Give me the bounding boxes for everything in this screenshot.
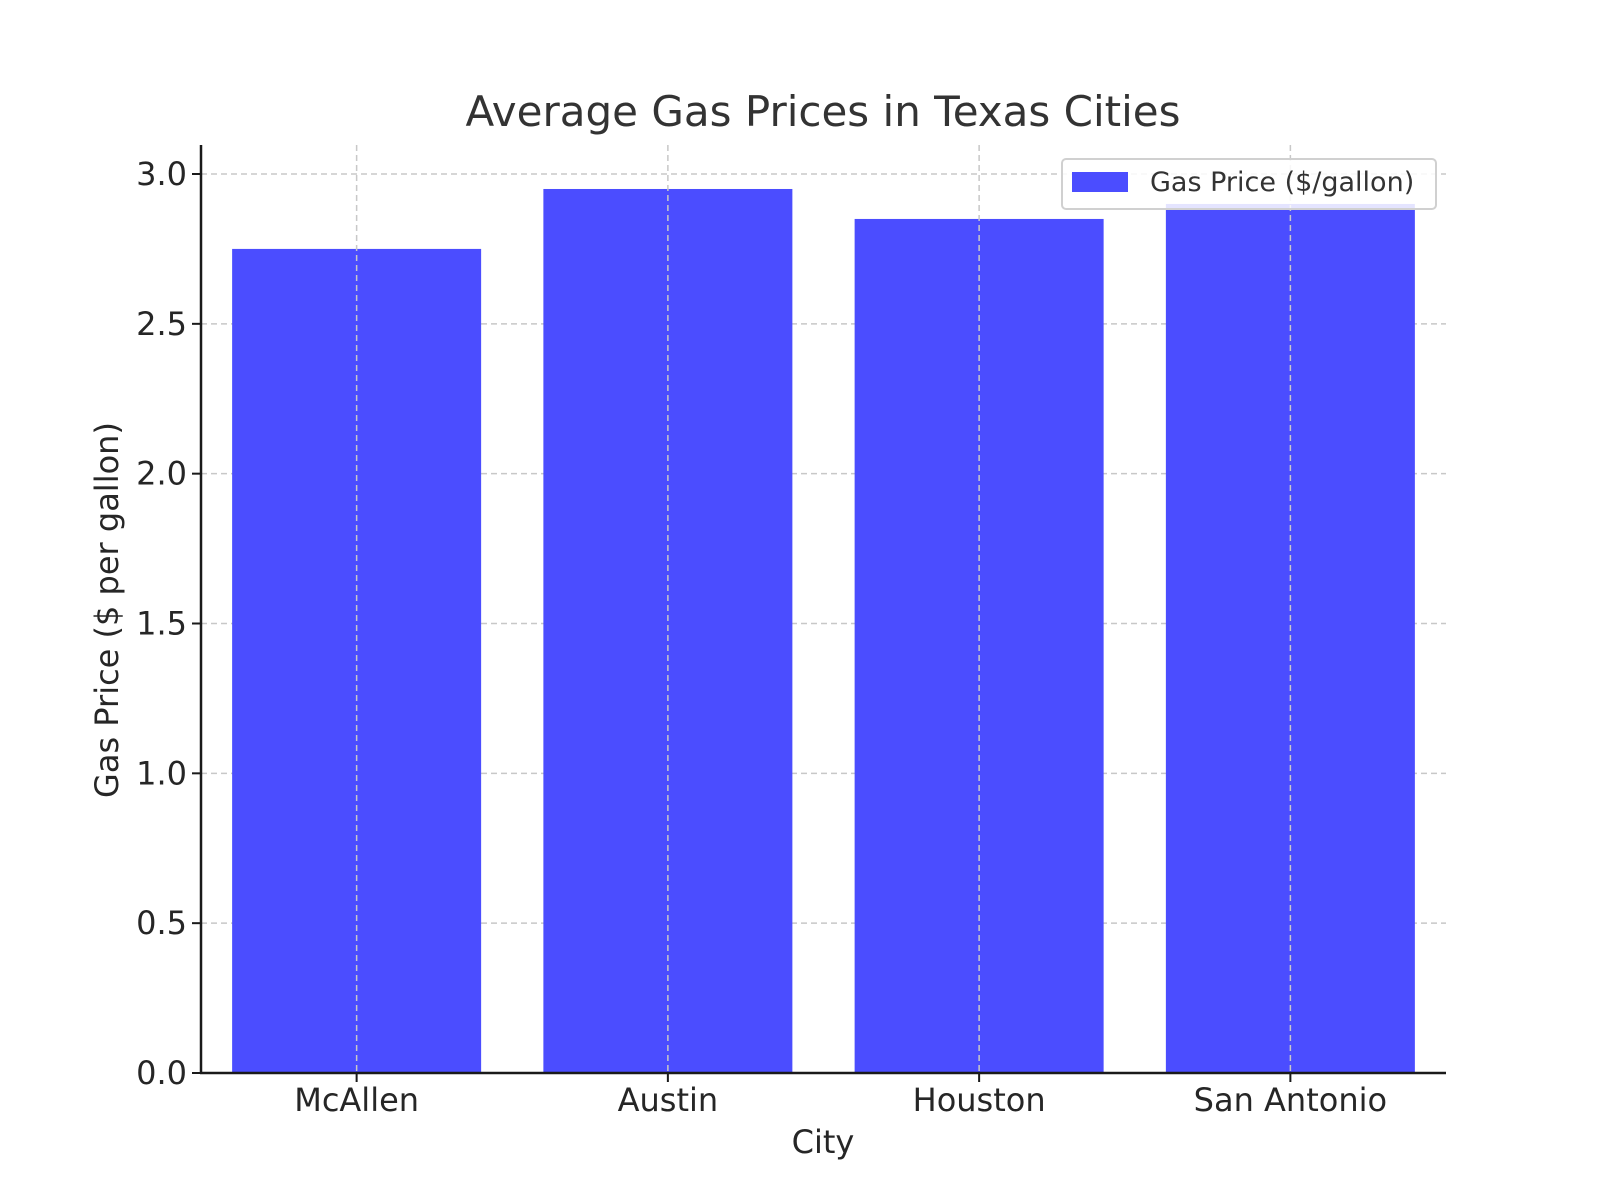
y-tick-label: 2.5: [136, 305, 187, 343]
y-tick-label: 3.0: [136, 155, 187, 193]
x-tick-label: San Antonio: [1194, 1081, 1387, 1119]
y-tick-label: 2.0: [136, 455, 187, 493]
bars: [232, 188, 1415, 1073]
legend-swatch: [1072, 172, 1128, 192]
legend-frame: [1061, 158, 1437, 210]
chart-title: Average Gas Prices in Texas Cities: [466, 87, 1181, 136]
y-tick-label: 0.5: [136, 904, 187, 942]
y-tick-label: 0.0: [136, 1054, 187, 1092]
y-axis-label: Gas Price ($ per gallon): [88, 422, 126, 798]
y-tick-label: 1.5: [136, 605, 187, 643]
grid: [201, 173, 1446, 924]
x-tick-label: McAllen: [294, 1081, 419, 1119]
legend-label: Gas Price ($/gallon): [1150, 167, 1414, 198]
tick-labels: 0.0 0.5 1.0 1.5 2.0 2.5 3.0 McAllen Austin Housto…: [136, 155, 1387, 1119]
x-tick-label: Houston: [913, 1081, 1046, 1119]
x-tick-label: Austin: [618, 1081, 719, 1119]
y-tick-label: 1.0: [136, 754, 187, 792]
vertical-grid: [355, 145, 1292, 1073]
legend: Gas Price ($/gallon): [1061, 158, 1437, 210]
axes: [192, 145, 1446, 1082]
x-axis-label: City: [792, 1123, 855, 1161]
